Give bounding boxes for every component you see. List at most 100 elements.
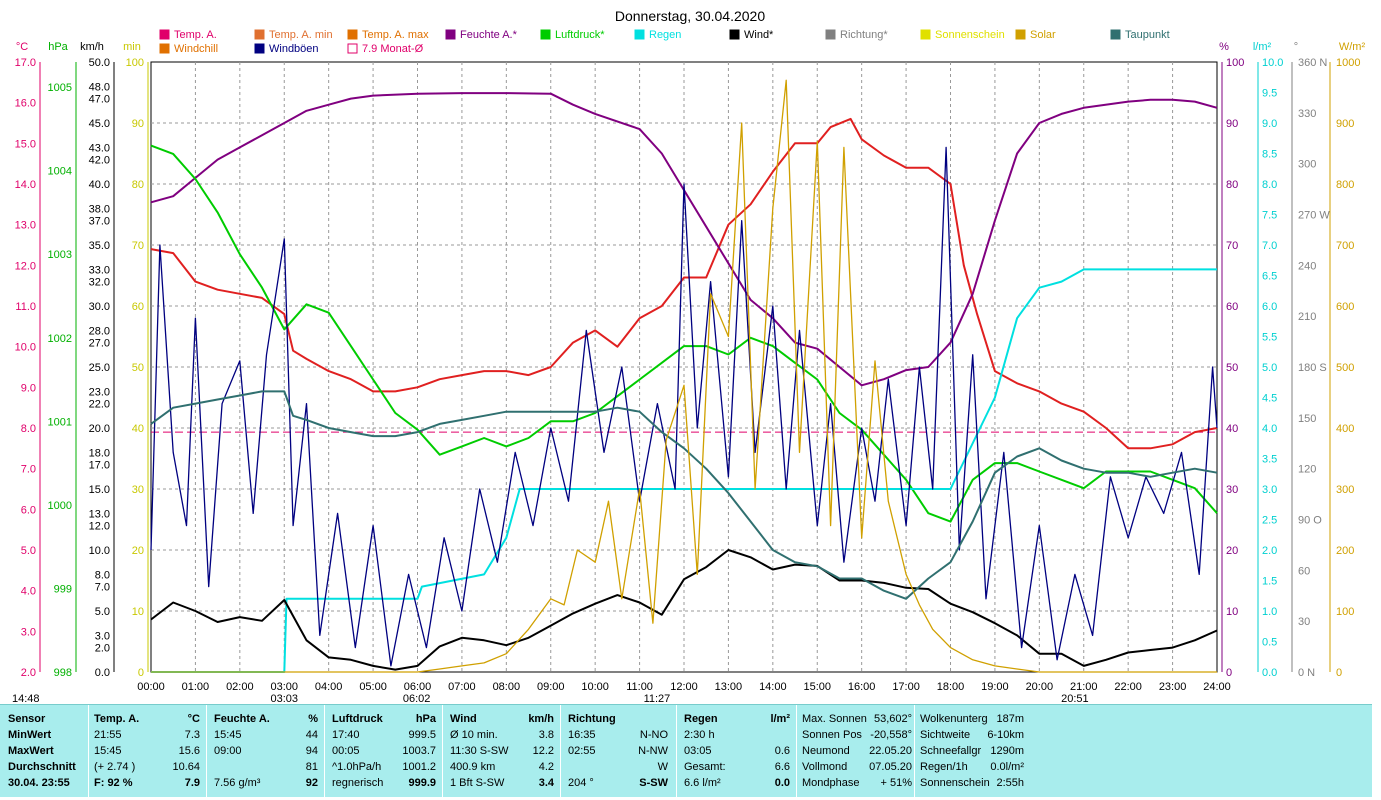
astro-value: -20,558° [870,729,912,741]
pressure-avg-value: 1001.2 [402,761,436,773]
astro-label: Mondphase [802,777,860,789]
pressure-max-time: 00:05 [332,745,360,757]
chart-title: Donnerstag, 30.04.2020 [615,8,765,24]
direction-tick-label: 90 O [1298,515,1322,527]
humidity-header: Feuchte A. [214,713,270,725]
astro-column: Max. Sonnen 53,602° Sonnen Pos -20,558° Ne… [802,711,912,791]
series-layer [150,79,1218,673]
legend-label: Wind* [744,29,774,41]
x-tick-label: 03:00 [270,681,298,693]
temp-avg-value: 10.64 [172,761,200,773]
temp-tick-label: 17.0 [15,57,36,69]
pressure-tick-label: 1005 [48,82,72,94]
row-label: 30.04. 23:55 [8,777,70,789]
wind-tick-label: 12.0 [89,521,110,533]
rain-current-value: 0.0 [774,777,790,789]
x-tick-label: 08:00 [493,681,521,693]
wind-tick-label: 28.0 [89,325,110,337]
rain-max-value: 0.6 [774,745,790,757]
wind-tick-label: 32.0 [89,277,110,289]
x-tick-label: 24:00 [1203,681,1231,693]
wind-tick-label: 17.0 [89,460,110,472]
solar-tick-label: 500 [1336,362,1354,374]
extra-label: Schneefallgr [920,745,982,757]
wind-tick-label: 23.0 [89,386,110,398]
extra-value: 187m [996,713,1024,725]
axis-unit-label: min [123,41,141,53]
x-tick-label: 20:00 [1026,681,1054,693]
rain-tick-label: 8.5 [1262,149,1277,161]
time-marker-label: 20:51 [1061,693,1089,704]
astro-label: Sonnen Pos [802,729,862,741]
direction-tick-label: 300 [1298,159,1316,171]
rain-tick-label: 3.5 [1262,454,1277,466]
pressure-unit: hPa [415,713,436,725]
wind-tick-label: 18.0 [89,447,110,459]
direction-header: Richtung [568,713,616,725]
pressure-tick-label: 999 [54,583,72,595]
x-tick-label: 22:00 [1114,681,1142,693]
axes: 17.016.015.014.013.012.011.010.09.08.07.… [15,41,1366,693]
humidity-absolute: 7.56 g/m³ [214,777,261,789]
direction-tick-label: 270 W [1298,210,1330,222]
solar-tick-label: 400 [1336,423,1354,435]
wind-tick-label: 7.0 [95,582,110,594]
pressure-column: Luftdruck hPa 17:40 999.5 00:05 1003.7 ^1.0… [332,711,436,791]
temp-tick-label: 3.0 [21,626,36,638]
sunshine-tick-label: 10 [132,606,144,618]
temp-min-value: 7.3 [184,729,200,741]
wind-tick-label: 5.0 [95,606,110,618]
legend-swatch [347,43,358,54]
rain-tick-label: 6.0 [1262,301,1277,313]
rain-tick-label: 8.0 [1262,179,1277,191]
x-tick-label: 18:00 [937,681,965,693]
temp-tick-label: 16.0 [15,98,36,110]
x-tick-label: 01:00 [182,681,210,693]
humidity-avg-value: 81 [305,761,318,773]
pressure-tick-label: 1004 [48,166,72,178]
x-tick-label: 21:00 [1070,681,1098,693]
legend-label: Taupunkt [1125,29,1170,41]
wind-tick-label: 30.0 [89,301,110,313]
sunshine-tick-label: 70 [132,240,144,252]
solar-tick-label: 100 [1336,606,1354,618]
extra-label: Sichtweite [920,729,971,741]
wind-beaufort: 1 Bft S-SW [450,777,505,789]
axis-unit-label: W/m² [1339,41,1366,53]
legend-swatch [825,29,836,40]
temp-max-value: 15.6 [178,745,200,757]
wind-header: Wind [450,713,477,725]
x-tick-label: 06:00 [404,681,432,693]
humidity-tick-label: 100 [1226,57,1244,69]
temp-tick-label: 2.0 [21,667,36,679]
rain-tick-label: 7.5 [1262,210,1277,222]
solar-tick-label: 600 [1336,301,1354,313]
legend: Temp. A. Temp. A. min Temp. A. max Feuchte … [159,29,1170,55]
row-label: MinWert [8,729,52,741]
pressure-tick-label: 1001 [48,416,72,428]
humidity-tick-label: 80 [1226,179,1238,191]
direction-column: Richtung 16:35 N-NO 02:55 N-NW W 204 ° S-SW [568,711,668,791]
extra-label: Wolkenunterg [920,713,988,725]
temp-tick-label: 13.0 [15,220,36,232]
axis-unit-label: °C [16,41,28,53]
series-luftdruck [150,144,1218,523]
humidity-tick-label: 60 [1226,301,1238,313]
solar-tick-label: 800 [1336,179,1354,191]
x-tick-label: 09:00 [537,681,565,693]
temp-min-time: 21:55 [94,729,122,741]
sunshine-tick-label: 0 [138,667,144,679]
temp-tick-label: 12.0 [15,260,36,272]
sunshine-tick-label: 20 [132,545,144,557]
pressure-trend: ^1.0hPa/h [332,761,382,773]
x-tick-label: 10:00 [581,681,609,693]
x-tick-label: 05:00 [359,681,387,693]
series-temp-a [150,117,1218,450]
wind-unit: km/h [528,713,554,725]
rain-duration: 2:30 h [684,729,715,741]
x-tick-label: 12:00 [670,681,698,693]
direction-tick-label: 360 N [1298,57,1327,69]
direction-max-time: 02:55 [568,745,596,757]
temp-tick-label: 7.0 [21,464,36,476]
